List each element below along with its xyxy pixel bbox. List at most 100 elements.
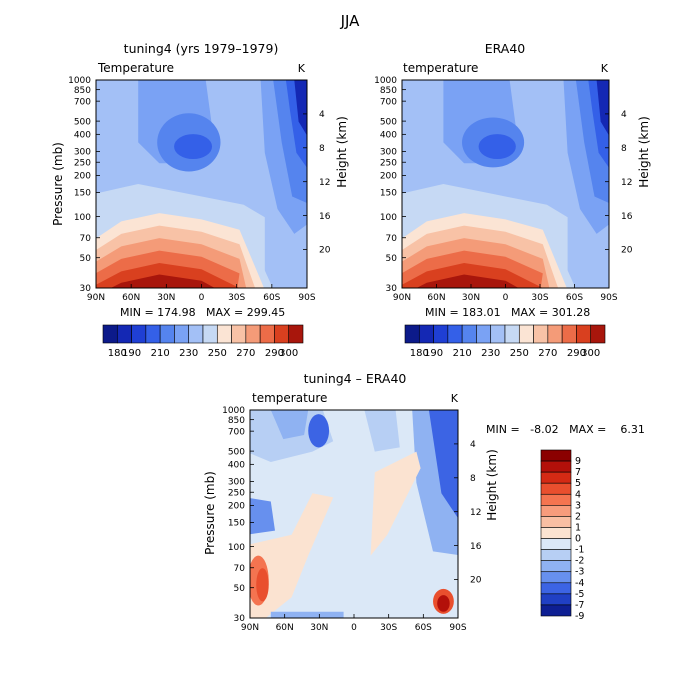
panel-difference-ytick-label: 850: [228, 416, 245, 426]
panel-model-xtick-label: 90N: [87, 293, 105, 303]
panel-model-ytick-label: 200: [74, 172, 91, 182]
panel-model-axes: 90N 60N 30N 0 30S 60S 90S 30 50 70 100 150 200 250300…: [68, 76, 331, 303]
panel-era40-warm-band: [416, 274, 524, 288]
panel-model-ytick-label: 150: [74, 189, 91, 199]
panel-model-colorbar-label: 300: [279, 348, 298, 359]
panel-era40-ytick-label: 150: [380, 189, 397, 199]
panel-difference-neg-left: [250, 498, 275, 535]
panel-difference-colorbar-swatch: [540, 604, 572, 617]
panel-model-height-tick-label: 4: [319, 110, 325, 120]
panel-model-ytick-label: 30: [80, 284, 92, 294]
panel-era40-colorbar-swatch: [461, 324, 477, 344]
panel-difference-colorbar-label: 5: [575, 478, 581, 489]
panel-model-height-tick-label: 8: [319, 144, 325, 154]
panel-difference-colorbar-swatch: [540, 482, 572, 495]
panel-era40-colorbar-swatch: [404, 324, 420, 344]
panel-era40-ytick-label: 300: [380, 148, 397, 158]
panel-era40-xtick-label: 30S: [531, 293, 548, 303]
panel-era40-ytick-label: 70: [386, 234, 398, 244]
panel-model-ytick-label: 250: [74, 158, 91, 168]
panel-era40-colorbar-swatch: [590, 324, 606, 344]
panel-model-colorbar-swatch: [216, 324, 232, 344]
panel-model-xtick-label: 0: [199, 293, 205, 303]
panel-model-height-tick-label: 16: [319, 212, 331, 222]
panel-difference-colorbar-label: -9: [575, 611, 584, 622]
panel-model-cold-center: [174, 134, 213, 160]
panel-model-ytick-label: 100: [74, 213, 91, 223]
panel-model-title: tuning4 (yrs 1979–1979): [124, 41, 279, 56]
panel-era40-max: MAX = 301.28: [511, 306, 590, 319]
panel-difference-minmax: MIN = -8.02 MAX = 6.31: [486, 423, 645, 436]
panel-difference-colorbar-swatch: [540, 493, 572, 506]
panel-difference-xtick-label: 60S: [415, 623, 432, 633]
panel-model-height-tick-label: 12: [319, 178, 330, 188]
panel-model-field: Temperature: [97, 61, 174, 75]
panel-era40-colorbar-swatch: [490, 324, 506, 344]
panel-model-ylabel: Pressure (mb): [51, 142, 65, 226]
panel-difference-xtick-label: 90S: [449, 623, 466, 633]
panel-difference-colorbar-label: -3: [575, 567, 584, 578]
panel-difference-ytick-label: 30: [234, 614, 246, 624]
panel-difference-colorbar-label: -5: [575, 589, 584, 600]
panel-difference-ytick-label: 500: [228, 447, 245, 457]
panel-era40-height-tick-label: 4: [621, 110, 627, 120]
panel-era40-xtick-label: 90S: [600, 293, 617, 303]
panel-difference-height-tick-label: 16: [470, 542, 482, 552]
panel-model-colorbar-label: 230: [179, 348, 198, 359]
panel-model-ytick-label: 50: [80, 254, 92, 264]
panel-era40-xtick-label: 30N: [462, 293, 480, 303]
panel-model-colorbar-swatch: [188, 324, 204, 344]
panel-difference-neg-spot: [308, 414, 330, 448]
panel-difference-neg-polar-core: [428, 410, 458, 519]
panel-era40-xtick-label: 60S: [566, 293, 583, 303]
panel-model-colorbar-swatch: [131, 324, 147, 344]
panel-model-colorbar-swatch: [159, 324, 175, 344]
panel-era40-colorbar-swatch: [447, 324, 463, 344]
panel-era40-contours: [402, 80, 609, 288]
panel-model-xtick-label: 30S: [228, 293, 245, 303]
panel-difference-colorbar-swatch: [540, 527, 572, 539]
panel-model-ytick-label: 300: [74, 148, 91, 158]
panel-difference-units: K: [451, 392, 459, 405]
panel-era40-ytick-label: 250: [380, 158, 397, 168]
panel-difference-xtick-label: 30S: [380, 623, 397, 633]
panel-era40-title: ERA40: [485, 41, 526, 56]
panel-model-colorbar-label: 180: [108, 348, 127, 359]
panel-difference-ytick-label: 100: [228, 543, 245, 553]
panel-era40-colorbar-swatch: [476, 324, 492, 344]
panel-era40-colorbar-swatch: [418, 324, 434, 344]
panel-difference-pos-surface-core: [437, 595, 450, 612]
panel-difference-ytick-label: 200: [228, 502, 245, 512]
panel-era40-height-tick-label: 12: [621, 178, 632, 188]
panel-difference-neg-surface: [270, 611, 344, 618]
panel-model-xtick-label: 60S: [263, 293, 280, 303]
panel-model-colorbar-swatch: [259, 324, 275, 344]
panel-model-colorbar-swatch: [274, 324, 290, 344]
panel-era40-min: MIN = 183.01: [425, 306, 501, 319]
panel-difference-colorbar-swatch: [540, 549, 572, 561]
panel-era40-colorbar-swatch: [533, 324, 549, 344]
panel-model-colorbar-swatch: [202, 324, 218, 344]
panel-difference-colorbar-label: 7: [575, 467, 581, 478]
panel-difference-colorbar-label: -2: [575, 556, 584, 567]
panel-difference-ylabel: Pressure (mb): [203, 471, 217, 555]
panel-difference-colorbar-label: -7: [575, 600, 584, 611]
panel-difference-colorbar-swatch: [540, 505, 572, 517]
panel-era40-ytick-label: 1000: [374, 76, 397, 86]
panel-era40-colorbar-swatch: [433, 324, 449, 344]
panel-difference-colorbar-swatch: [540, 471, 572, 484]
panel-difference-ytick-label: 400: [228, 461, 245, 471]
panel-difference-axes: 90N 60N 30N 0 30S 60S 90S 30 50 70 100 150 200 250300…: [222, 406, 482, 633]
panel-difference-ytick-label: 1000: [222, 406, 245, 416]
panel-difference-neg-upper-right: [364, 410, 400, 452]
panel-difference-height-tick-label: 20: [470, 576, 482, 586]
panel-difference-colorbar-swatch: [540, 571, 572, 584]
panel-era40-colorbar-swatch: [547, 324, 563, 344]
panel-difference-xtick-label: 30N: [310, 623, 328, 633]
panel-difference-field: temperature: [252, 391, 327, 405]
panel-difference-colorbar-label: 4: [575, 489, 581, 500]
panel-difference-ytick-label: 50: [234, 584, 246, 594]
panel-era40-ytick-label: 100: [380, 213, 397, 223]
panel-model-colorbar-label: 190: [122, 348, 141, 359]
panel-difference-colorbar-label: 9: [575, 456, 581, 467]
